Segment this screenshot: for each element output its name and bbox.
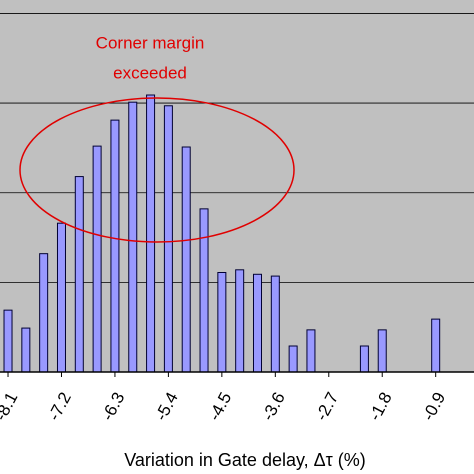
x-tick-label: -5.4 — [151, 389, 182, 424]
bar — [270, 275, 280, 373]
bar — [217, 272, 227, 373]
bar — [181, 146, 191, 373]
bar — [163, 105, 173, 373]
bar — [306, 329, 316, 373]
bar — [359, 345, 369, 373]
bar — [431, 318, 441, 373]
annotation-ellipse — [19, 97, 295, 243]
x-tick-label: -4.5 — [205, 389, 236, 424]
x-tick-label: -3.6 — [258, 389, 289, 424]
annotation: Corner margin — [96, 33, 205, 52]
bar — [252, 273, 262, 373]
x-tick-label: -1.8 — [365, 389, 396, 424]
bar — [199, 208, 209, 373]
x-axis-label: Variation in Gate delay, Δτ (%) — [124, 450, 366, 470]
x-tick-label: -6.3 — [98, 389, 129, 424]
bar — [146, 94, 156, 373]
x-tick-label: -0.9 — [419, 389, 450, 424]
bar — [128, 101, 138, 373]
x-tick-label: -2.7 — [312, 389, 343, 424]
bar — [92, 145, 102, 373]
bar — [235, 269, 245, 373]
bar — [377, 329, 387, 373]
bar — [3, 309, 13, 373]
bar — [110, 119, 120, 373]
bar — [56, 222, 66, 373]
bar — [21, 327, 31, 373]
x-tick-label: -8.1 — [0, 389, 22, 424]
x-tick-label: -7.2 — [44, 389, 75, 424]
bar — [288, 345, 298, 373]
bar — [74, 176, 84, 373]
bar — [39, 253, 49, 373]
annotation: exceeded — [113, 63, 187, 82]
